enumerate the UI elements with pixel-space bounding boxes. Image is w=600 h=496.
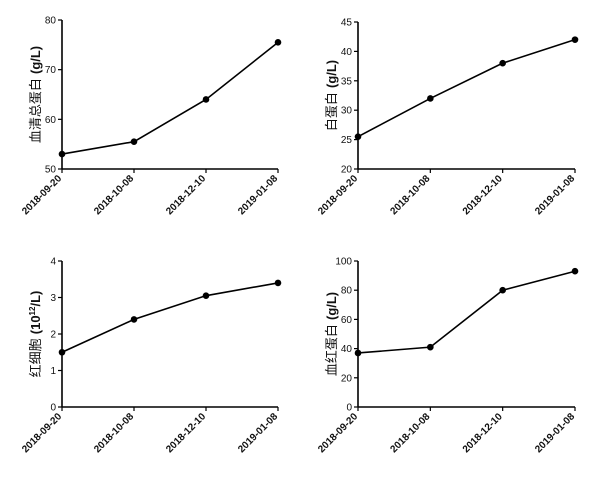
y-axis-label: 红细胞 (1012/L) <box>28 291 44 378</box>
data-point <box>571 267 579 275</box>
chart-4: 0 20 40 60 80 100 2018-09-20 2018-10-08 2018-12-… <box>316 257 579 455</box>
x-tick-label: 2018-10-08 <box>389 411 433 455</box>
chart-1: 50 60 70 80 2018-09-20 2018-10-08 2018-12-10 20… <box>20 16 282 217</box>
data-point <box>274 279 282 287</box>
y-axis-label: 血清总蛋白 (g/L) <box>28 46 44 143</box>
y-tick-label: 0 <box>50 403 56 414</box>
x-tick-label: 2018-12-10 <box>164 173 208 217</box>
x-tick-label: 2018-12-10 <box>461 173 505 217</box>
y-tick-label: 40 <box>341 344 353 355</box>
y-tick-label: 100 <box>335 257 352 268</box>
y-axis-label-cn: 血红蛋白 <box>324 320 340 376</box>
y-axis-label: 血红蛋白 (g/L) <box>324 292 340 376</box>
y-axis-label-cn: 血清总蛋白 <box>28 74 44 143</box>
data-point <box>499 286 506 294</box>
y-tick-label: 20 <box>341 373 353 384</box>
y-axis-label-cn: 白蛋白 <box>324 88 340 131</box>
y-axis-label-unit-post: /L) <box>28 291 43 307</box>
x-tick-label: 2018-12-10 <box>461 411 505 455</box>
y-axis-label-unit: (g/L) <box>28 46 43 74</box>
x-tick-label: 2018-09-20 <box>20 411 64 455</box>
series-line <box>357 270 576 354</box>
data-point <box>571 36 579 43</box>
y-tick-label: 25 <box>341 135 353 146</box>
y-axis-label-unit-sup: 12 <box>28 306 37 315</box>
y-tick-label: 80 <box>45 16 57 27</box>
series-line <box>357 38 576 138</box>
y-tick-label: 60 <box>45 115 57 126</box>
series-line <box>61 41 279 155</box>
x-tick-label: 2019-01-08 <box>236 173 280 217</box>
data-point <box>130 138 138 145</box>
x-tick-label: 2019-01-08 <box>533 411 577 455</box>
y-axis-label: 白蛋白 (g/L) <box>324 60 340 131</box>
x-tick-label: 2019-01-08 <box>236 411 280 455</box>
y-axis-label-unit: (g/L) <box>324 292 339 320</box>
y-axis-label-cn: 红细胞 <box>28 334 44 377</box>
y-tick-label: 3 <box>50 293 56 304</box>
data-point <box>427 343 434 351</box>
x-tick-label: 2018-09-20 <box>20 173 64 217</box>
data-point <box>58 150 66 158</box>
data-point <box>354 133 362 140</box>
x-tick-label: 2019-01-08 <box>533 173 577 217</box>
y-axis-label-unit-pre: (10 <box>28 315 43 334</box>
x-tick-label: 2018-10-08 <box>92 411 136 455</box>
y-tick-label: 35 <box>341 76 353 87</box>
y-tick-label: 70 <box>45 65 57 76</box>
y-tick-label: 2 <box>50 330 56 341</box>
x-tick-label: 2018-10-08 <box>389 173 433 217</box>
data-point <box>130 316 138 323</box>
y-tick-label: 1 <box>50 366 56 377</box>
x-tick-label: 2018-10-08 <box>92 173 136 217</box>
series-line <box>61 282 279 353</box>
data-point <box>58 348 66 356</box>
y-tick-label: 20 <box>341 165 353 176</box>
chart-2: 20 25 30 35 40 45 2018-09-20 2018-10-08 2018-12-… <box>316 18 579 217</box>
x-tick-label: 2018-09-20 <box>316 173 360 217</box>
y-tick-label: 60 <box>341 315 353 326</box>
y-tick-label: 80 <box>341 286 353 297</box>
y-axis-label-unit: (g/L) <box>324 60 339 88</box>
data-point <box>202 96 210 103</box>
x-tick-label: 2018-09-20 <box>316 411 360 455</box>
y-tick-label: 40 <box>341 47 353 58</box>
y-tick-label: 50 <box>45 165 57 176</box>
data-point <box>274 39 282 46</box>
data-point <box>202 292 210 299</box>
data-point <box>427 95 434 102</box>
y-tick-label: 4 <box>50 257 56 268</box>
data-point <box>354 349 362 357</box>
data-point <box>499 59 506 67</box>
y-tick-label: 0 <box>346 403 352 414</box>
y-tick-label: 30 <box>341 106 353 117</box>
x-tick-label: 2018-12-10 <box>164 411 208 455</box>
y-tick-label: 45 <box>341 18 353 29</box>
